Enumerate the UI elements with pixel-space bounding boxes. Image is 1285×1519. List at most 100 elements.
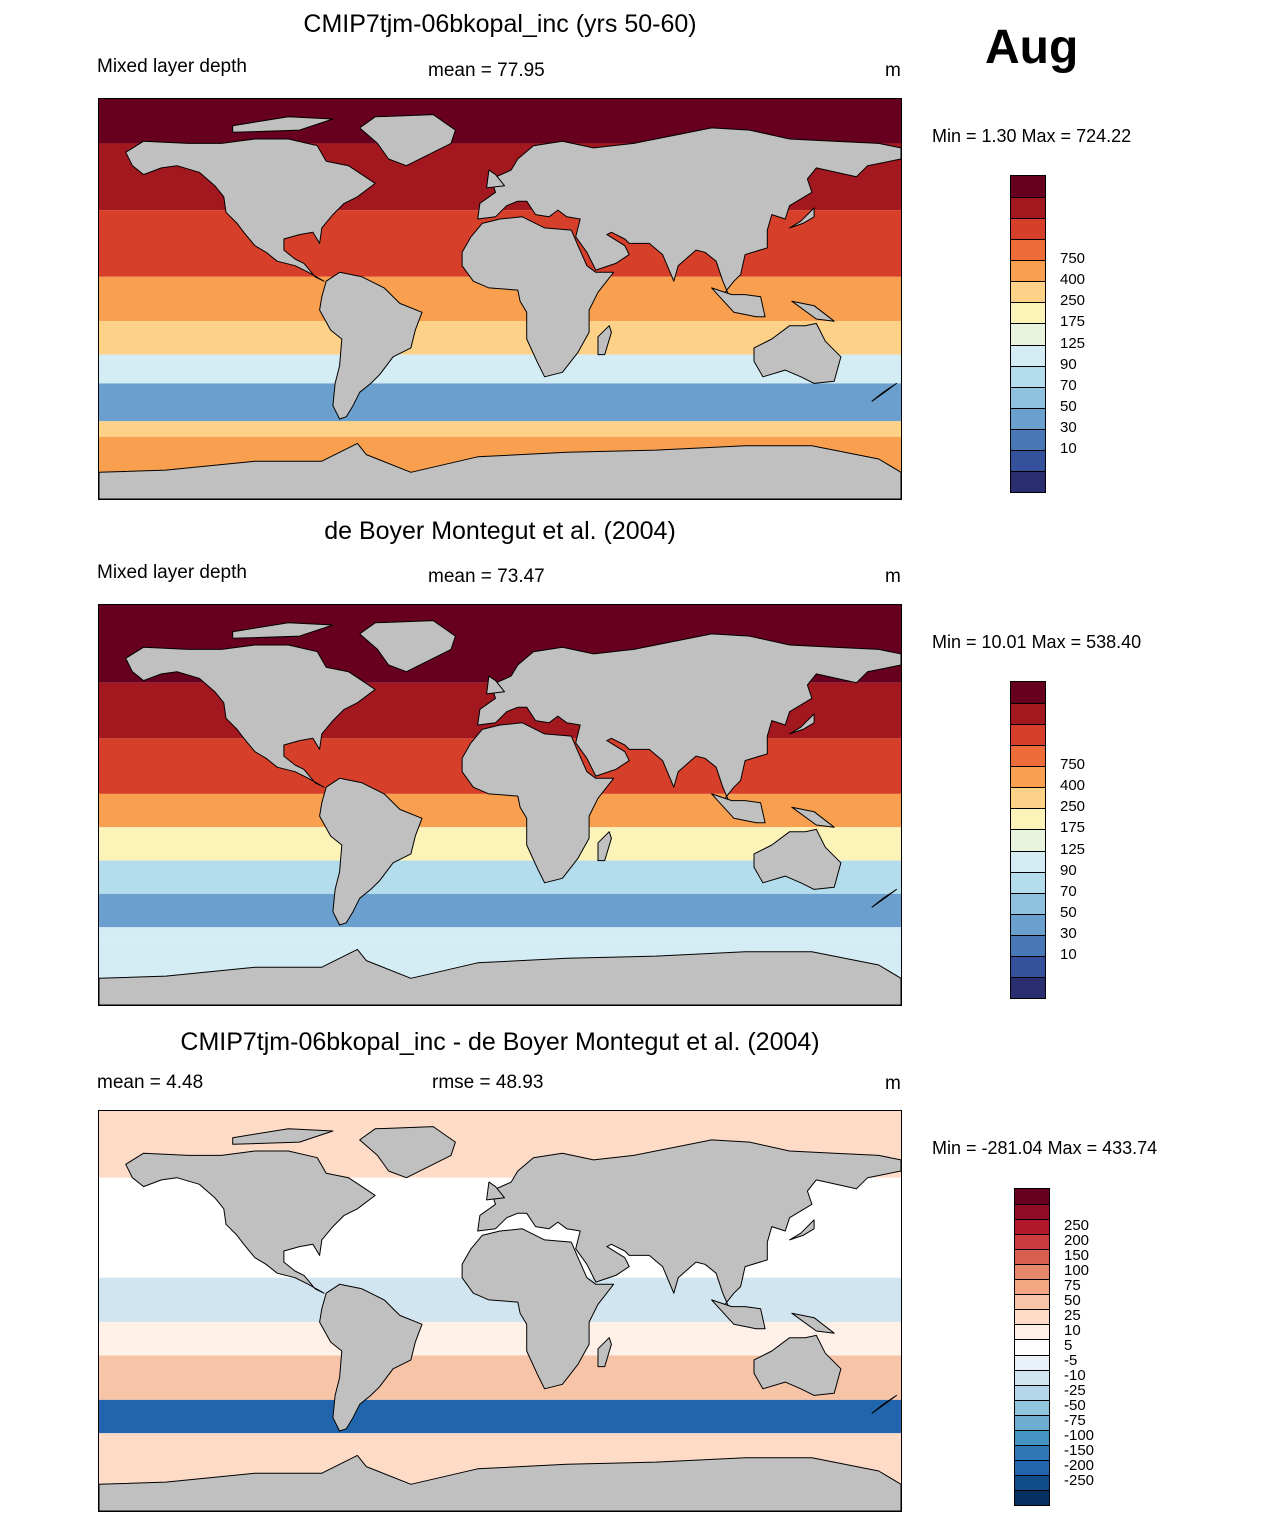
colorbar-segment: [1015, 1369, 1049, 1385]
panel-2-left-label: Mixed layer depth: [97, 562, 247, 583]
land-uk: [486, 1181, 505, 1201]
land-northAmerica: [125, 138, 376, 282]
land-newGuinea: [791, 806, 835, 828]
land-japan: [789, 713, 815, 735]
land-africa: [461, 216, 615, 378]
colorbar-tick-label: 50: [1060, 903, 1077, 921]
colorbar-segment: [1015, 1219, 1049, 1235]
field-band: [99, 383, 901, 422]
panel-2-title: de Boyer Montegut et al. (2004): [324, 517, 676, 545]
colorbar-segment: [1011, 934, 1045, 956]
land-japan: [789, 1219, 815, 1241]
land-newGuinea: [791, 1312, 835, 1334]
land-madagascar: [597, 831, 612, 862]
panel-1-map: [98, 98, 902, 500]
land-southAmerica: [319, 271, 423, 420]
colorbar-segment: [1011, 386, 1045, 408]
land-australia: [753, 322, 842, 384]
colorbar-segment: [1011, 766, 1045, 788]
panel-3-units: m: [885, 1073, 901, 1094]
colorbar-segment: [1015, 1384, 1049, 1400]
panel-2-map-svg: [99, 605, 901, 1005]
land-arcticIsles: [232, 116, 334, 133]
colorbar-tick-label: 125: [1060, 840, 1086, 858]
land-northAmerica: [125, 1150, 376, 1294]
colorbar-segment: [1015, 1189, 1049, 1205]
panel-1-title: CMIP7tjm-06bkopal_inc (yrs 50-60): [303, 10, 697, 38]
field-band: [99, 893, 901, 928]
land-greenland: [359, 114, 456, 167]
land-greenland: [359, 1126, 456, 1179]
colorbar-segment: [1015, 1264, 1049, 1280]
colorbar-segment: [1015, 1474, 1049, 1490]
colorbar-segment: [1011, 682, 1045, 704]
colorbar-segment: [1015, 1429, 1049, 1445]
colorbar-tick-label: 750: [1060, 250, 1086, 268]
land-antarctica: [99, 948, 901, 1005]
land-africa: [461, 1228, 615, 1390]
colorbar-tick-label: 10: [1060, 439, 1077, 457]
colorbar-segment: [1015, 1279, 1049, 1295]
land-arcticIsles: [232, 1128, 334, 1145]
panel-3-map: [98, 1110, 902, 1512]
colorbar-tick-label: -50: [1064, 1397, 1086, 1415]
colorbar-tick-label: 400: [1060, 271, 1086, 289]
field-band: [99, 421, 901, 437]
field-band: [99, 1399, 901, 1434]
colorbar-tick-label: 175: [1060, 819, 1086, 837]
land-eurasia: [477, 633, 901, 804]
colorbar-tick-label: 150: [1064, 1246, 1090, 1264]
land-newGuinea: [791, 300, 835, 322]
colorbar-segment: [1011, 976, 1045, 998]
colorbar-tick-label: 175: [1060, 313, 1086, 331]
land-indonesia: [711, 793, 766, 824]
colorbar-tick-label: 90: [1060, 861, 1077, 879]
panel-2-minmax: Min = 10.01 Max = 538.40: [932, 632, 1142, 652]
panel-1-units: m: [885, 60, 901, 81]
land-nz: [871, 1394, 897, 1414]
field-band: [99, 927, 901, 943]
panel-1-colorbar: [1010, 175, 1046, 493]
panel-1-map-svg: [99, 99, 901, 499]
panel-2-colorbar: [1010, 681, 1046, 999]
colorbar-segment: [1011, 871, 1045, 893]
colorbar-segment: [1011, 302, 1045, 324]
colorbar-tick-label: 50: [1064, 1291, 1081, 1309]
land-madagascar: [597, 1337, 612, 1368]
panel-3-rmse-label: rmse = 48.93: [432, 1072, 544, 1093]
month-label: Aug: [985, 21, 1079, 74]
colorbar-segment: [1011, 470, 1045, 492]
colorbar-segment: [1011, 344, 1045, 366]
colorbar-segment: [1015, 1294, 1049, 1310]
panel-2-map: [98, 604, 902, 1006]
colorbar-tick-label: 10: [1060, 945, 1077, 963]
land-madagascar: [597, 325, 612, 356]
colorbar-segment: [1011, 260, 1045, 282]
colorbar-segment: [1015, 1459, 1049, 1475]
colorbar-segment: [1015, 1309, 1049, 1325]
panel-2-units: m: [885, 566, 901, 587]
field-band: [99, 1322, 901, 1356]
colorbar-segment: [1011, 281, 1045, 303]
colorbar-segment: [1011, 829, 1045, 851]
land-antarctica: [99, 1454, 901, 1511]
panel-3-title: CMIP7tjm-06bkopal_inc - de Boyer Montegu…: [180, 1028, 820, 1056]
land-uk: [486, 675, 505, 695]
colorbar-segment: [1011, 703, 1045, 725]
colorbar-segment: [1015, 1414, 1049, 1430]
colorbar-segment: [1011, 745, 1045, 767]
colorbar-segment: [1011, 808, 1045, 830]
panel-3-map-svg: [99, 1111, 901, 1511]
colorbar-tick-label: -25: [1064, 1382, 1086, 1400]
land-greenland: [359, 620, 456, 673]
colorbar-segment: [1011, 323, 1045, 345]
panel-3-minmax: Min = -281.04 Max = 433.74: [932, 1138, 1158, 1158]
land-indonesia: [711, 1299, 766, 1330]
colorbar-tick-label: 200: [1064, 1231, 1090, 1249]
land-antarctica: [99, 442, 901, 499]
colorbar-tick-label: -250: [1064, 1472, 1095, 1490]
land-southAmerica: [319, 777, 423, 926]
colorbar-segment: [1011, 724, 1045, 746]
colorbar-segment: [1011, 913, 1045, 935]
colorbar-segment: [1015, 1399, 1049, 1415]
